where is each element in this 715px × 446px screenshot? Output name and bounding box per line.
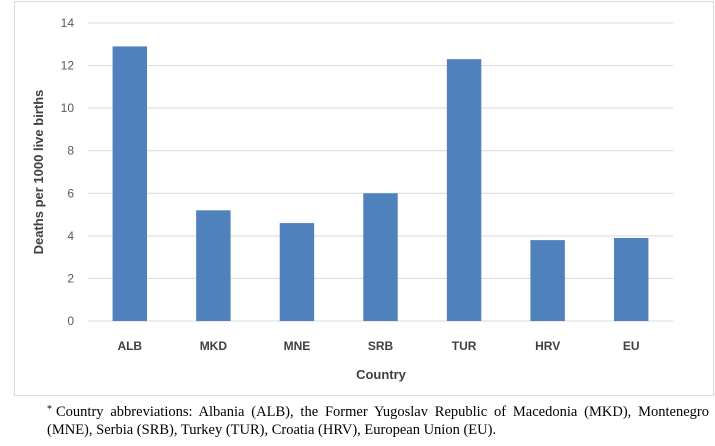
y-tick-label: 14 [61, 16, 75, 30]
x-category-label: TUR [452, 339, 477, 353]
y-tick-label: 10 [61, 101, 75, 115]
y-tick-label: 12 [61, 59, 75, 73]
x-category-label: SRB [368, 339, 394, 353]
y-tick-label: 4 [67, 229, 74, 243]
bar-eu [613, 237, 649, 321]
bar-hrv [530, 240, 565, 321]
y-axis-title: Deaths per 1000 live births [31, 90, 46, 255]
bar-mne [279, 223, 315, 321]
bar-mkd [196, 210, 231, 321]
x-axis-title: Country [356, 367, 407, 382]
y-tick-label: 0 [67, 314, 74, 328]
y-tick-label: 6 [67, 186, 74, 200]
bar-alb [112, 46, 148, 322]
x-category-labels: ALB MKD MNE SRB TUR HRV EU [117, 339, 639, 353]
y-tick-label: 8 [67, 144, 74, 158]
footnote-text: Country abbreviations: Albania (ALB), th… [47, 404, 709, 438]
bar-srb [363, 193, 398, 321]
x-category-label: MKD [200, 339, 228, 353]
bar-chart: 0 2 4 6 8 10 12 14 ALB MKD MNE SRB TUR HRV EU Deaths … [31, 16, 673, 382]
y-tick-labels: 0 2 4 6 8 10 12 14 [61, 16, 75, 328]
footnote-marker: * [47, 404, 52, 415]
footnote: * Country abbreviations: Albania (ALB), t… [47, 403, 709, 439]
bar-tur [446, 59, 482, 321]
x-category-label: MNE [284, 339, 311, 353]
x-category-label: EU [623, 339, 640, 353]
gridlines [88, 22, 673, 322]
x-category-label: ALB [117, 339, 142, 353]
bars [112, 46, 649, 322]
y-tick-label: 2 [67, 271, 74, 285]
x-category-label: HRV [535, 339, 560, 353]
